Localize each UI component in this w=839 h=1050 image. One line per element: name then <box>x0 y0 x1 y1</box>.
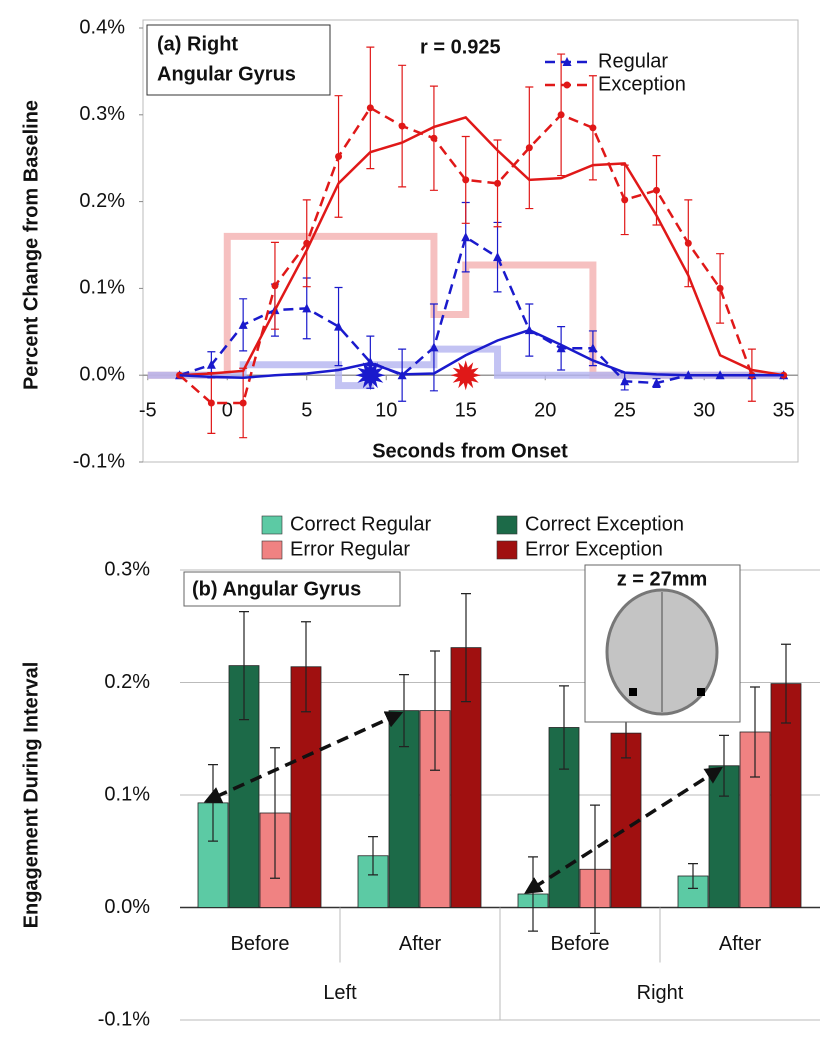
roi-marker <box>629 688 637 696</box>
point <box>366 104 374 112</box>
point <box>493 252 503 262</box>
y-tick-label: 0.0% <box>104 896 150 918</box>
y-axis-label: Engagement During Interval <box>20 662 42 929</box>
error-bar <box>461 593 471 703</box>
point <box>588 343 598 353</box>
onset-star <box>450 360 481 391</box>
point <box>302 303 312 313</box>
point <box>652 378 662 388</box>
error-bar <box>430 650 440 771</box>
y-tick-label: 0.3% <box>79 103 125 125</box>
point <box>716 284 724 292</box>
legend-label: Correct Regular <box>290 513 432 535</box>
point <box>525 144 533 152</box>
roi-marker <box>697 688 705 696</box>
chart-b: -0.1% 0.0% 0.1% 0.2% 0.3% Before After Before Af… <box>98 513 820 1030</box>
point <box>271 282 279 290</box>
chart-a: -0.1% 0.0% 0.1% 0.2% 0.3% 0.4% -5 0 5 10 15 20 25 30 3… <box>73 16 798 472</box>
step-line <box>147 232 784 379</box>
legend-label: Regular <box>598 50 668 72</box>
x-tick-label: 5 <box>301 399 312 421</box>
annotation-box <box>146 24 331 96</box>
point <box>684 239 692 247</box>
point <box>206 359 216 369</box>
point <box>239 399 247 407</box>
y-axis-label: Percent Change from Baseline <box>20 100 42 390</box>
point <box>621 196 629 204</box>
error-bar <box>368 836 378 876</box>
point <box>620 376 630 386</box>
y-tick-label: 0.2% <box>79 190 125 212</box>
series-line <box>179 328 784 380</box>
group-label: Left <box>323 982 357 1004</box>
point <box>462 176 470 184</box>
point <box>429 342 439 352</box>
x-tick-label: Before <box>231 933 290 955</box>
x-tick-label: -5 <box>139 399 157 421</box>
x-tick-label: 30 <box>693 399 715 421</box>
point <box>556 343 566 353</box>
correlation: r = 0.925 <box>420 36 501 58</box>
point <box>557 111 565 119</box>
legend-swatch <box>496 515 518 535</box>
x-tick-label: 10 <box>375 399 397 421</box>
y-tick-label: -0.1% <box>98 1008 150 1030</box>
point <box>335 152 343 160</box>
y-tick-label: 0.2% <box>104 671 150 693</box>
y-tick-label: -0.1% <box>73 450 125 472</box>
legend-swatch <box>496 540 518 560</box>
arrow <box>524 766 723 894</box>
legend-swatch <box>261 540 283 560</box>
point <box>461 232 471 242</box>
series-line <box>179 115 784 377</box>
legend-marker <box>562 57 572 66</box>
arrow <box>203 711 404 804</box>
point <box>398 122 406 130</box>
legend-marker <box>563 81 571 89</box>
y-tick-label: 0.0% <box>79 363 125 385</box>
series-line <box>178 106 784 405</box>
annotation: Angular Gyrus <box>157 63 296 85</box>
group-label: Right <box>637 982 684 1004</box>
x-tick-label: Before <box>551 933 610 955</box>
series-line <box>179 235 784 385</box>
x-tick-label: After <box>719 933 762 955</box>
point <box>207 399 215 407</box>
legend-label: Error Exception <box>525 538 663 560</box>
error-bar <box>781 643 791 724</box>
legend-swatch <box>261 515 283 535</box>
x-tick-label: After <box>399 933 442 955</box>
point <box>494 179 502 187</box>
y-tick-label: 0.3% <box>104 558 150 580</box>
point <box>589 124 597 132</box>
error-bar <box>750 686 760 778</box>
point <box>653 186 661 194</box>
y-tick-label: 0.4% <box>79 16 125 38</box>
point <box>430 134 438 142</box>
x-tick-label: 15 <box>455 399 477 421</box>
x-tick-label: 0 <box>222 399 233 421</box>
legend-label: Error Regular <box>290 538 410 560</box>
x-tick-label: 25 <box>614 399 636 421</box>
inset-label: z = 27mm <box>617 568 708 590</box>
x-tick-label: 20 <box>534 399 556 421</box>
y-tick-label: 0.1% <box>104 783 150 805</box>
legend-label: Exception <box>598 73 686 95</box>
annotation: (a) Right <box>157 33 238 55</box>
y-tick-label: 0.1% <box>79 277 125 299</box>
annotation-box <box>183 571 401 607</box>
annotation: (b) Angular Gyrus <box>192 578 361 600</box>
point <box>238 319 248 329</box>
legend-label: Correct Exception <box>525 513 684 535</box>
x-tick-label: 35 <box>773 399 795 421</box>
x-axis-label: Seconds from Onset <box>372 440 568 462</box>
point <box>334 321 344 331</box>
plot-frame-a <box>142 19 799 463</box>
